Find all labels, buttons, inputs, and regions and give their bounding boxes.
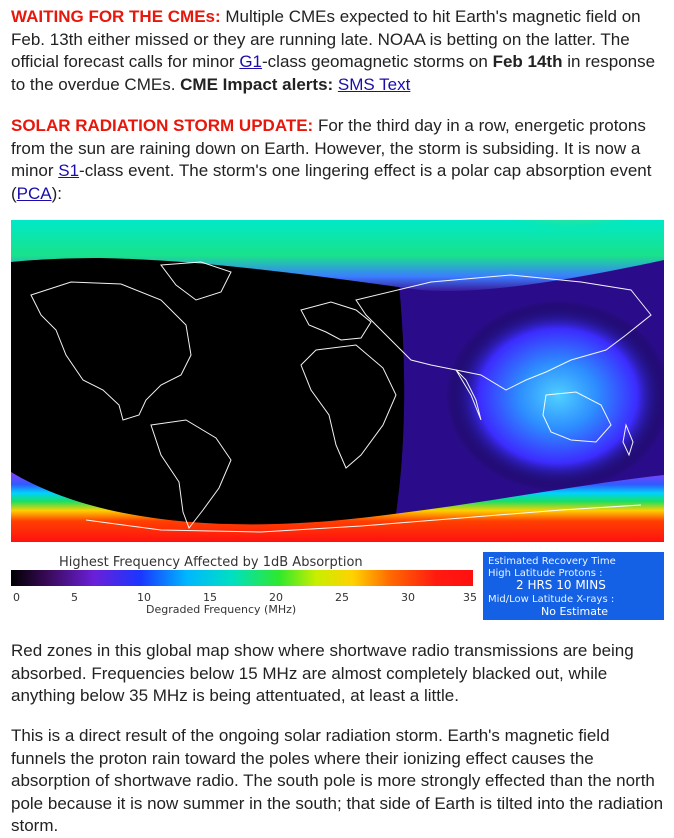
scale-tick-label: 0 xyxy=(13,591,20,604)
date-bold: Feb 14th xyxy=(492,52,563,71)
paragraph-direct-result: This is a direct result of the ongoing s… xyxy=(11,726,664,835)
text: Multiple CMEs expected to hit Earth's ma… xyxy=(11,7,641,71)
frequency-color-bar xyxy=(11,570,473,586)
link-g1[interactable]: G1 xyxy=(239,52,263,71)
link-s1[interactable]: S1 xyxy=(58,161,80,180)
high-lat-value: 2 HRS 10 MINS xyxy=(516,578,606,592)
link-sms-text[interactable]: SMS Text xyxy=(337,74,411,94)
scale-axis-label: Degraded Frequency (MHz) xyxy=(146,603,296,616)
scale-title: Highest Frequency Affected by 1dB Absorp… xyxy=(59,555,363,570)
text: ): xyxy=(51,183,63,203)
text: -class geomagnetic storms on xyxy=(262,52,493,71)
text: in response to the overdue CMEs. xyxy=(11,52,656,94)
scale-tick-label: 35 xyxy=(463,591,477,604)
scale-tick-label: 20 xyxy=(269,591,283,604)
scale-tick-label: 5 xyxy=(71,591,78,604)
absorption-map xyxy=(11,220,664,542)
recovery-time-box xyxy=(483,552,664,620)
low-lat-value: No Estimate xyxy=(541,605,608,618)
low-lat-label: Mid/Low Latitude X-rays : xyxy=(488,594,614,605)
headline-waiting-cmes: WAITING FOR THE CMEs: xyxy=(11,7,221,26)
coastline-outlines xyxy=(30,261,652,533)
absorption-map-figure: Highest Frequency Affected by 1dB Absorp… xyxy=(11,220,664,620)
text: -class event. The storm's one lingering … xyxy=(11,161,652,203)
scale-tick-label: 25 xyxy=(335,591,349,604)
headline-radiation-storm: SOLAR RADIATION STORM UPDATE: xyxy=(11,116,314,135)
scale-ticks: 0 5 10 15 20 25 30 35 xyxy=(13,591,477,604)
high-lat-label: High Latitude Protons : xyxy=(488,568,603,579)
paragraph-radiation-storm: SOLAR RADIATION STORM UPDATE: For the th… xyxy=(11,115,665,205)
scale-tick-label: 30 xyxy=(401,591,415,604)
link-pca[interactable]: PCA xyxy=(16,183,52,203)
paragraph-red-zones: Red zones in this global map show where … xyxy=(11,641,634,705)
scale-tick-label: 15 xyxy=(203,591,217,604)
text: For the third day in a row, energetic pr… xyxy=(11,116,646,180)
scale-tick-label: 10 xyxy=(137,591,151,604)
recovery-title: Estimated Recovery Time xyxy=(488,556,616,567)
cme-alert-label: CME Impact alerts: xyxy=(180,74,334,94)
paragraph-cme-waiting: WAITING FOR THE CMEs: Multiple CMEs expe… xyxy=(11,6,665,96)
